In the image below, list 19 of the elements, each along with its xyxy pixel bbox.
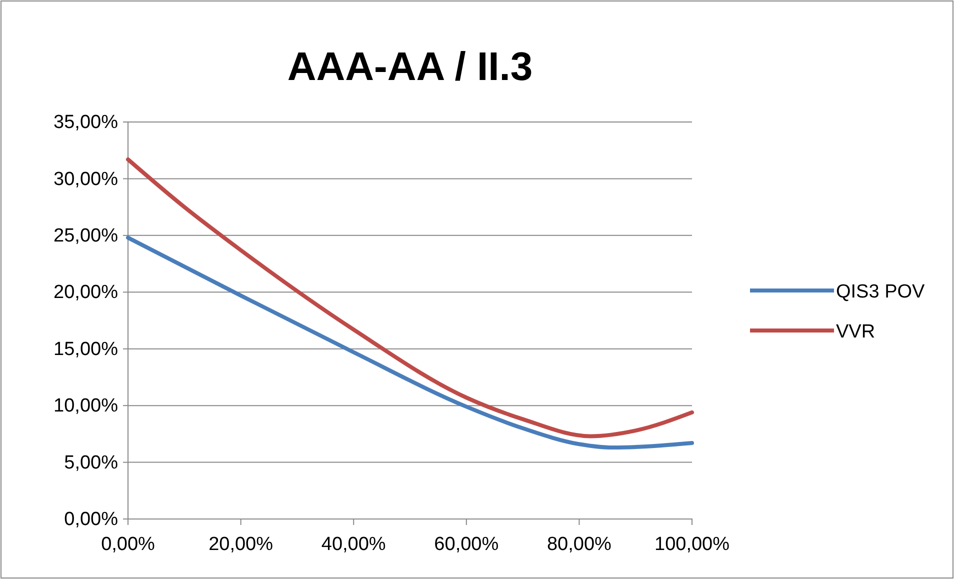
line-series [126,157,694,438]
y-tick-label: 20,00% [54,282,118,304]
chart-title: AAA-AA / II.3 [287,45,533,89]
y-tick-label: 10,00% [54,396,118,417]
legend-label: VVR [836,322,876,342]
x-tick-label: 60,00% [434,534,499,555]
x-tick-label: 0,00% [101,534,156,555]
y-tick-label: 15,00% [54,338,118,360]
y-tick-label: 0,00% [64,509,118,530]
y-tick-label: 25,00% [54,226,118,247]
x-tick-label: 100,00% [654,534,730,555]
x-tick-label: 80,00% [546,534,612,555]
legend-label: QIS3 POV [836,282,926,302]
x-tick-label: 20,00% [208,534,274,555]
y-tick-label: 30,00% [54,168,118,190]
y-tick-label: 35,00% [54,112,118,134]
line-series [126,236,694,450]
y-tick-label: 5,00% [64,452,118,474]
x-tick-label: 40,00% [321,534,386,555]
